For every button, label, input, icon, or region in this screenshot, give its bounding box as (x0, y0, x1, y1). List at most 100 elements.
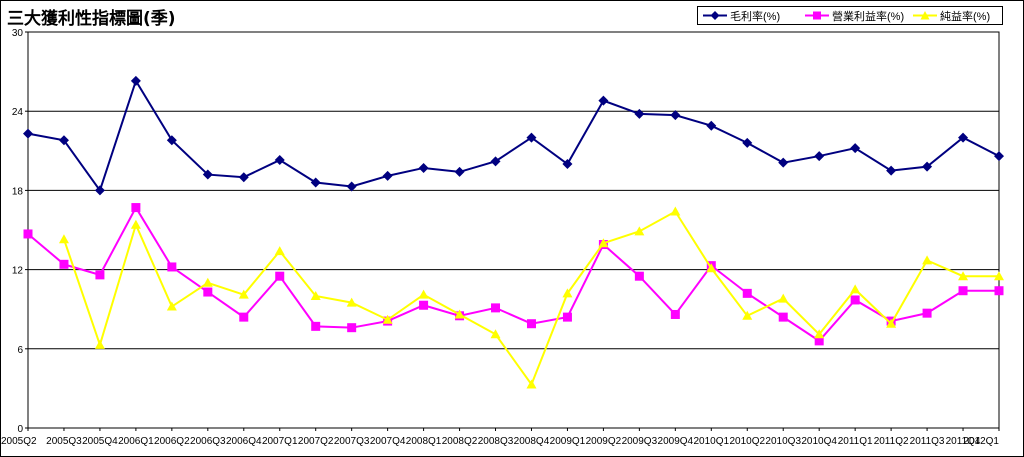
x-tick-label: 2007Q4 (370, 436, 406, 447)
data-point-1 (814, 151, 825, 162)
x-tick-label: 2005Q4 (82, 436, 118, 447)
data-point-2 (95, 270, 105, 280)
x-tick-label: 2008Q1 (406, 436, 442, 447)
x-tick-label: 2006Q1 (118, 436, 154, 447)
data-point-2 (419, 300, 429, 310)
data-point-1 (958, 132, 969, 143)
data-point-3 (706, 263, 717, 273)
data-point-1 (598, 95, 609, 106)
data-point-2 (131, 203, 141, 213)
data-point-3 (670, 206, 681, 216)
data-point-3 (310, 291, 321, 300)
data-point-3 (166, 301, 177, 311)
data-point-2 (59, 259, 69, 269)
data-point-3 (958, 271, 969, 281)
x-tick-label: 2010Q4 (801, 436, 837, 447)
data-point-1 (130, 75, 141, 86)
legend-label: 純益率(%) (940, 11, 991, 23)
data-point-3 (634, 226, 645, 236)
y-tick-label: 18 (12, 186, 24, 197)
data-point-3 (58, 234, 69, 244)
data-point-2 (311, 321, 321, 331)
legend-swatch (703, 11, 727, 20)
x-tick-label: 2005Q2 (1, 436, 37, 447)
data-point-2 (850, 295, 860, 305)
y-tick-label: 30 (12, 28, 24, 39)
data-point-3 (850, 284, 861, 294)
x-tick-label: 2011Q4 (946, 436, 981, 447)
data-point-1 (418, 162, 429, 173)
data-point-3 (130, 219, 141, 229)
data-point-2 (203, 287, 213, 297)
y-tick-label: 6 (17, 345, 23, 356)
plot-area (27, 31, 1000, 429)
data-point-1 (202, 169, 213, 180)
data-point-2 (239, 312, 249, 322)
data-point-2 (814, 336, 824, 346)
data-point-1 (166, 135, 177, 146)
data-point-1 (23, 128, 33, 139)
data-point-2 (742, 288, 752, 298)
x-tick-label: 2010Q1 (693, 436, 729, 447)
data-point-3 (418, 289, 429, 299)
legend-swatch (913, 11, 937, 20)
x-tick-label: 2010Q2 (729, 436, 765, 447)
data-point-3 (274, 246, 285, 256)
data-point-2 (994, 286, 1004, 296)
x-tick-label: 2008Q3 (478, 436, 514, 447)
data-point-1 (310, 177, 321, 188)
data-point-1 (562, 159, 573, 169)
x-tick-label: 2007Q3 (334, 436, 370, 447)
x-tick-label: 2005Q3 (46, 436, 82, 447)
x-tick-label: 2007Q1 (262, 436, 298, 447)
data-point-3 (202, 277, 213, 287)
data-point-2 (958, 286, 968, 296)
legend-swatch (805, 11, 829, 20)
data-point-1 (994, 151, 1004, 162)
data-point-3 (562, 288, 573, 298)
data-point-3 (814, 329, 825, 339)
data-point-2 (778, 312, 788, 322)
data-point-1 (274, 155, 285, 166)
data-point-3 (886, 318, 897, 328)
x-tick-label: 2007Q2 (298, 436, 334, 447)
x-tick-label: 2009Q4 (658, 436, 694, 447)
data-point-2 (347, 323, 357, 333)
x-tick-label: 2011Q3 (910, 436, 945, 447)
data-point-1 (238, 172, 249, 183)
data-point-2 (634, 271, 644, 281)
data-point-2 (275, 271, 285, 281)
x-tick-label: 2012Q1 (963, 436, 999, 447)
data-point-1 (526, 132, 537, 143)
legend-label: 毛利率(%) (730, 11, 781, 23)
data-point-3 (778, 293, 789, 303)
data-point-3 (238, 289, 249, 299)
x-tick-label: 2008Q4 (514, 436, 550, 447)
data-point-1 (58, 135, 69, 146)
data-point-1 (634, 108, 645, 119)
y-tick-label: 12 (12, 266, 24, 277)
data-point-3 (94, 339, 105, 349)
data-point-1 (778, 157, 789, 168)
data-point-1 (670, 110, 681, 121)
y-tick-label: 0 (17, 424, 23, 435)
legend-label: 營業利益率(%) (832, 11, 905, 23)
data-point-3 (922, 255, 933, 265)
data-point-3 (742, 310, 753, 320)
x-tick-label: 2009Q2 (586, 436, 622, 447)
data-point-3 (526, 379, 537, 389)
data-point-2 (23, 229, 33, 239)
data-point-1 (886, 165, 897, 176)
series-line-1 (27, 78, 1000, 193)
x-tick-label: 2006Q2 (154, 436, 190, 447)
data-point-1 (490, 156, 501, 167)
x-tick-label: 2006Q4 (226, 436, 262, 447)
x-tick-label: 2008Q2 (442, 436, 478, 447)
data-point-3 (346, 297, 357, 307)
data-point-1 (742, 137, 753, 148)
data-point-1 (94, 185, 105, 196)
x-tick-label: 2011Q1 (838, 436, 873, 447)
data-point-3 (598, 238, 609, 248)
